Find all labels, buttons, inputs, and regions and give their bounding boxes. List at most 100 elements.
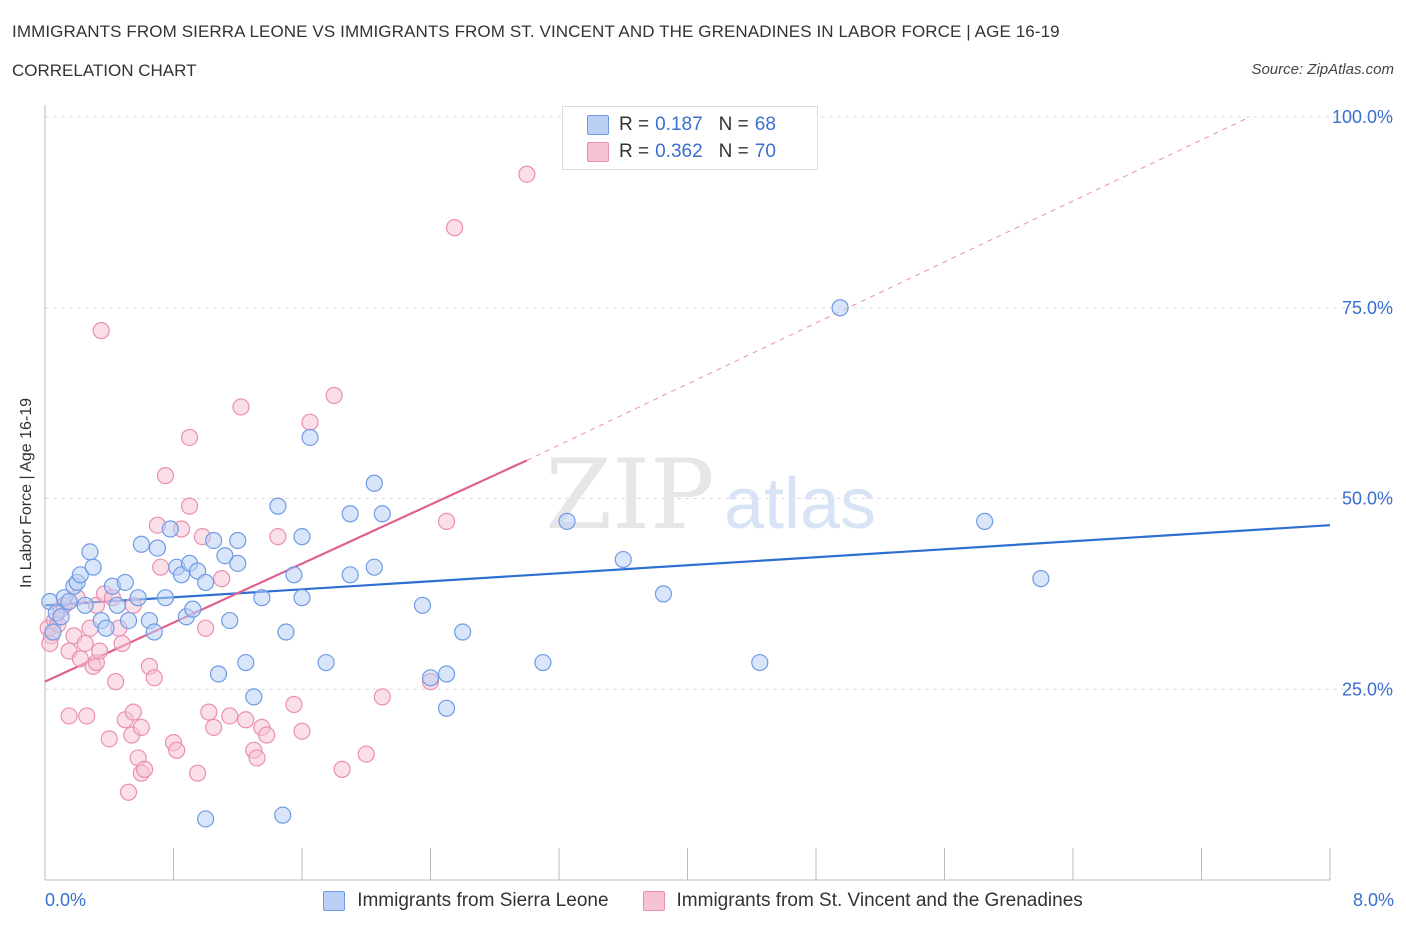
data-point bbox=[197, 573, 215, 592]
data-point bbox=[245, 688, 263, 706]
series-legend: Immigrants from Sierra Leone Immigrants … bbox=[0, 890, 1406, 912]
data-point bbox=[132, 718, 150, 737]
data-point bbox=[365, 558, 383, 576]
data-point bbox=[91, 642, 109, 660]
series-swatch-blue bbox=[323, 891, 346, 911]
data-point bbox=[116, 573, 134, 592]
data-point bbox=[209, 665, 228, 683]
data-point bbox=[365, 474, 383, 492]
data-point bbox=[129, 589, 147, 607]
data-point bbox=[161, 520, 179, 538]
y-tick-label: 25.0% bbox=[1342, 679, 1393, 699]
data-point bbox=[437, 699, 456, 717]
data-point bbox=[216, 547, 234, 565]
legend-r-value: 0.187 bbox=[655, 114, 703, 135]
data-point bbox=[108, 596, 126, 614]
x-tick-min: 0.0% bbox=[45, 890, 87, 910]
trendline-st-vincent-extension bbox=[526, 116, 1250, 461]
data-point bbox=[197, 619, 215, 637]
data-point bbox=[373, 688, 391, 706]
legend-swatch-pink bbox=[587, 142, 609, 162]
data-point bbox=[221, 611, 239, 630]
data-point bbox=[285, 695, 303, 714]
data-point bbox=[60, 707, 78, 725]
data-point bbox=[534, 653, 552, 672]
watermark: ZIP atlas bbox=[545, 439, 876, 551]
data-point bbox=[152, 558, 170, 576]
data-point bbox=[293, 722, 311, 740]
data-point bbox=[253, 589, 271, 607]
data-point bbox=[285, 566, 303, 584]
data-point bbox=[301, 413, 319, 431]
watermark-zip: ZIP bbox=[545, 439, 714, 551]
data-point bbox=[168, 741, 186, 759]
data-point bbox=[180, 428, 199, 447]
data-point bbox=[454, 623, 472, 641]
data-point bbox=[180, 497, 199, 515]
series-sierra-leone-points bbox=[41, 299, 1050, 828]
data-point bbox=[145, 623, 163, 641]
data-point bbox=[221, 707, 239, 725]
data-point bbox=[156, 467, 175, 485]
series-label-st-vincent: Immigrants from St. Vincent and the Gren… bbox=[676, 890, 1083, 911]
data-point bbox=[145, 669, 163, 687]
data-point bbox=[148, 539, 167, 557]
data-point bbox=[205, 531, 223, 550]
data-point bbox=[976, 512, 994, 530]
data-point bbox=[317, 653, 335, 672]
data-point bbox=[92, 322, 110, 340]
data-point bbox=[84, 558, 102, 576]
legend-swatch-blue bbox=[587, 115, 609, 135]
y-tick-labels: 25.0% 50.0% 75.0% 100.0% bbox=[1332, 107, 1393, 699]
data-point bbox=[274, 806, 292, 824]
data-point bbox=[81, 543, 99, 561]
data-point bbox=[237, 711, 255, 729]
y-tick-label: 75.0% bbox=[1342, 298, 1393, 318]
series-label-sierra-leone: Immigrants from Sierra Leone bbox=[357, 890, 609, 911]
legend-row-st-vincent: R = 0.362 N = 70 bbox=[587, 140, 776, 164]
data-point bbox=[100, 730, 118, 748]
legend-r-label: R = bbox=[619, 141, 650, 162]
data-point bbox=[232, 398, 250, 416]
data-point bbox=[518, 165, 536, 183]
data-point bbox=[184, 600, 202, 618]
data-point bbox=[119, 611, 138, 630]
y-tick-label: 50.0% bbox=[1342, 489, 1393, 509]
data-point bbox=[258, 726, 276, 744]
data-point bbox=[831, 299, 849, 317]
data-point bbox=[229, 554, 247, 572]
data-point bbox=[229, 531, 247, 550]
series-st-vincent-points bbox=[39, 165, 536, 801]
data-point bbox=[237, 653, 255, 672]
axes bbox=[44, 105, 1331, 881]
legend-r-label: R = bbox=[619, 114, 650, 135]
source-credit: Source: ZipAtlas.com bbox=[1251, 61, 1394, 78]
data-point bbox=[269, 497, 287, 515]
data-point bbox=[437, 665, 456, 683]
series-legend-sierra-leone[interactable]: Immigrants from Sierra Leone bbox=[323, 890, 609, 912]
data-point bbox=[341, 566, 359, 584]
data-point bbox=[97, 619, 115, 637]
data-point bbox=[124, 703, 142, 721]
data-point bbox=[751, 653, 769, 672]
legend-n-value: 68 bbox=[754, 114, 776, 135]
data-point bbox=[205, 718, 223, 737]
series-legend-st-vincent[interactable]: Immigrants from St. Vincent and the Gren… bbox=[642, 890, 1083, 912]
data-point bbox=[1032, 570, 1050, 588]
data-point bbox=[107, 673, 125, 691]
y-tick-label: 100.0% bbox=[1332, 107, 1393, 127]
data-point bbox=[113, 634, 131, 653]
data-point bbox=[71, 650, 89, 668]
data-point bbox=[71, 566, 89, 584]
data-point bbox=[421, 669, 440, 687]
data-point bbox=[437, 512, 456, 530]
legend-n-value: 70 bbox=[754, 141, 776, 162]
data-point bbox=[156, 589, 175, 607]
data-point bbox=[269, 528, 287, 546]
data-point bbox=[213, 570, 231, 588]
data-point bbox=[76, 596, 94, 614]
data-point bbox=[76, 634, 94, 653]
legend-row-sierra-leone: R = 0.187 N = 68 bbox=[587, 113, 776, 137]
legend-r-value: 0.362 bbox=[655, 141, 703, 162]
